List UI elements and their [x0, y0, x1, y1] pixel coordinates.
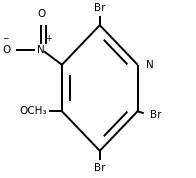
Text: Br: Br	[94, 3, 105, 13]
Text: N: N	[146, 60, 154, 70]
Text: Br: Br	[94, 163, 105, 173]
Text: O: O	[37, 9, 45, 19]
Text: −: −	[2, 34, 9, 43]
Text: OCH₃: OCH₃	[19, 106, 46, 116]
Text: Br: Br	[150, 110, 161, 120]
Text: +: +	[46, 34, 52, 43]
Text: O: O	[2, 45, 10, 55]
Text: N: N	[37, 45, 45, 55]
